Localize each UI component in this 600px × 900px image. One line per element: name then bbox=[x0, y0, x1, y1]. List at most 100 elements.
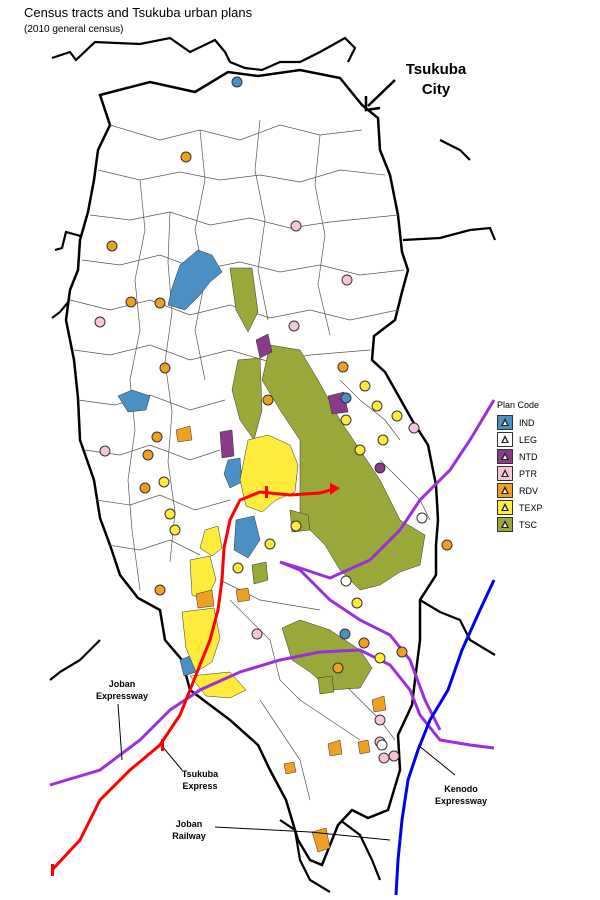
area-ind-1 bbox=[167, 249, 223, 311]
joban-expressway-label-line2: Expressway bbox=[95, 691, 149, 701]
point-leg bbox=[376, 739, 388, 751]
area-rdv-3 bbox=[235, 587, 251, 603]
north-arrow-head bbox=[364, 96, 381, 112]
point-ptr bbox=[341, 274, 353, 286]
legend-item-rdv: RDV bbox=[497, 482, 557, 499]
tsukuba-express-label-line1: Tsukuba bbox=[181, 769, 219, 779]
legend-label: PTR bbox=[519, 468, 537, 479]
point-texp bbox=[169, 524, 181, 536]
point-ptr bbox=[290, 220, 302, 232]
point-ind bbox=[339, 628, 351, 640]
area-tsc-7 bbox=[317, 675, 335, 695]
point-ptr bbox=[378, 752, 390, 764]
point-rdv bbox=[262, 394, 274, 406]
legend-swatch bbox=[497, 500, 513, 515]
point-ptr bbox=[251, 628, 263, 640]
area-rdv-1 bbox=[175, 425, 193, 443]
area-tsc-2 bbox=[261, 344, 426, 591]
point-texp bbox=[290, 520, 302, 532]
legend-swatch bbox=[497, 466, 513, 481]
point-texp bbox=[391, 410, 403, 422]
point-leg bbox=[416, 512, 428, 524]
joban-railway-pointer bbox=[214, 826, 391, 841]
city-label: Tsukuba City bbox=[400, 60, 472, 100]
point-ind bbox=[231, 76, 243, 88]
point-rdv bbox=[358, 637, 370, 649]
point-texp bbox=[371, 400, 383, 412]
point-leg bbox=[340, 575, 352, 587]
point-rdv bbox=[142, 449, 154, 461]
legend-swatch bbox=[497, 449, 513, 464]
point-ptr bbox=[374, 714, 386, 726]
legend-label: RDV bbox=[519, 485, 539, 496]
point-ind bbox=[340, 392, 352, 404]
point-rdv bbox=[159, 362, 171, 374]
joban-expressway-pointer bbox=[117, 703, 123, 761]
north-arrow-shaft bbox=[367, 79, 396, 107]
point-ptr bbox=[388, 750, 400, 762]
area-texp-2 bbox=[199, 525, 223, 557]
other-rail-line bbox=[394, 579, 496, 896]
joban-railway-label-line1: Joban bbox=[175, 819, 203, 829]
map-title: Census tracts and Tsukuba urban plans bbox=[24, 5, 253, 20]
point-texp bbox=[158, 476, 170, 488]
area-rdv-2 bbox=[195, 589, 215, 609]
point-rdv bbox=[106, 240, 118, 252]
legend-swatch bbox=[497, 432, 513, 447]
area-ind-3 bbox=[233, 515, 261, 559]
legend-label: TSC bbox=[519, 519, 537, 530]
tsukuba-express-label-line2: Express bbox=[182, 781, 218, 791]
point-ptr bbox=[94, 316, 106, 328]
point-texp bbox=[359, 380, 371, 392]
kenodo-expressway-label-line2: Expressway bbox=[434, 796, 488, 806]
point-rdv bbox=[180, 151, 192, 163]
point-texp bbox=[232, 562, 244, 574]
legend-swatch bbox=[497, 483, 513, 498]
point-rdv bbox=[154, 297, 166, 309]
point-texp bbox=[164, 508, 176, 520]
area-tsc-1 bbox=[229, 267, 259, 333]
joban-railway-label: Joban Railway bbox=[165, 818, 213, 842]
point-texp bbox=[377, 434, 389, 446]
joban-railway-label-line2: Railway bbox=[172, 831, 206, 841]
point-ptr bbox=[288, 320, 300, 332]
kenodo-expressway-pointer bbox=[417, 744, 456, 776]
legend-label: LEG bbox=[519, 434, 538, 445]
tsukuba-express-label: Tsukuba Express bbox=[170, 768, 230, 792]
legend-item-leg: LEG bbox=[497, 431, 557, 448]
legend: Plan Code IND LEG NTD PTR RDV TEXP TSC bbox=[497, 400, 557, 533]
joban-expressway-label-line1: Joban bbox=[108, 679, 136, 689]
area-ntd-2 bbox=[219, 429, 235, 459]
area-rdv-8 bbox=[371, 695, 387, 713]
legend-item-tsc: TSC bbox=[497, 516, 557, 533]
point-rdv bbox=[332, 662, 344, 674]
point-rdv bbox=[151, 431, 163, 443]
point-rdv bbox=[441, 539, 453, 551]
area-rdv-4 bbox=[327, 739, 343, 757]
legend-swatch bbox=[497, 415, 513, 430]
area-ind-4 bbox=[223, 457, 243, 489]
map-subtitle: (2010 general census) bbox=[24, 24, 124, 35]
point-texp bbox=[351, 597, 363, 609]
area-ind-2 bbox=[117, 389, 151, 413]
legend-swatch bbox=[497, 517, 513, 532]
plan-points bbox=[94, 76, 453, 764]
point-ptr bbox=[99, 445, 111, 457]
joban-expressway-line bbox=[49, 648, 495, 787]
point-rdv bbox=[154, 584, 166, 596]
point-rdv bbox=[125, 296, 137, 308]
plan-areas bbox=[117, 249, 426, 853]
legend-item-texp: TEXP bbox=[497, 499, 557, 516]
joban-expressway-label: Joban Expressway bbox=[90, 678, 154, 702]
area-tsc-4 bbox=[281, 619, 373, 691]
point-rdv bbox=[396, 646, 408, 658]
area-texp-5 bbox=[189, 671, 247, 699]
point-ptr bbox=[408, 422, 420, 434]
city-label-line1: Tsukuba bbox=[405, 61, 467, 78]
area-tsc-6 bbox=[251, 561, 269, 585]
area-texp-4 bbox=[181, 607, 221, 673]
legend-items: IND LEG NTD PTR RDV TEXP TSC bbox=[497, 414, 557, 533]
city-label-line2: City bbox=[421, 81, 451, 98]
kenodo-expressway-label-line1: Kenodo bbox=[444, 784, 478, 794]
